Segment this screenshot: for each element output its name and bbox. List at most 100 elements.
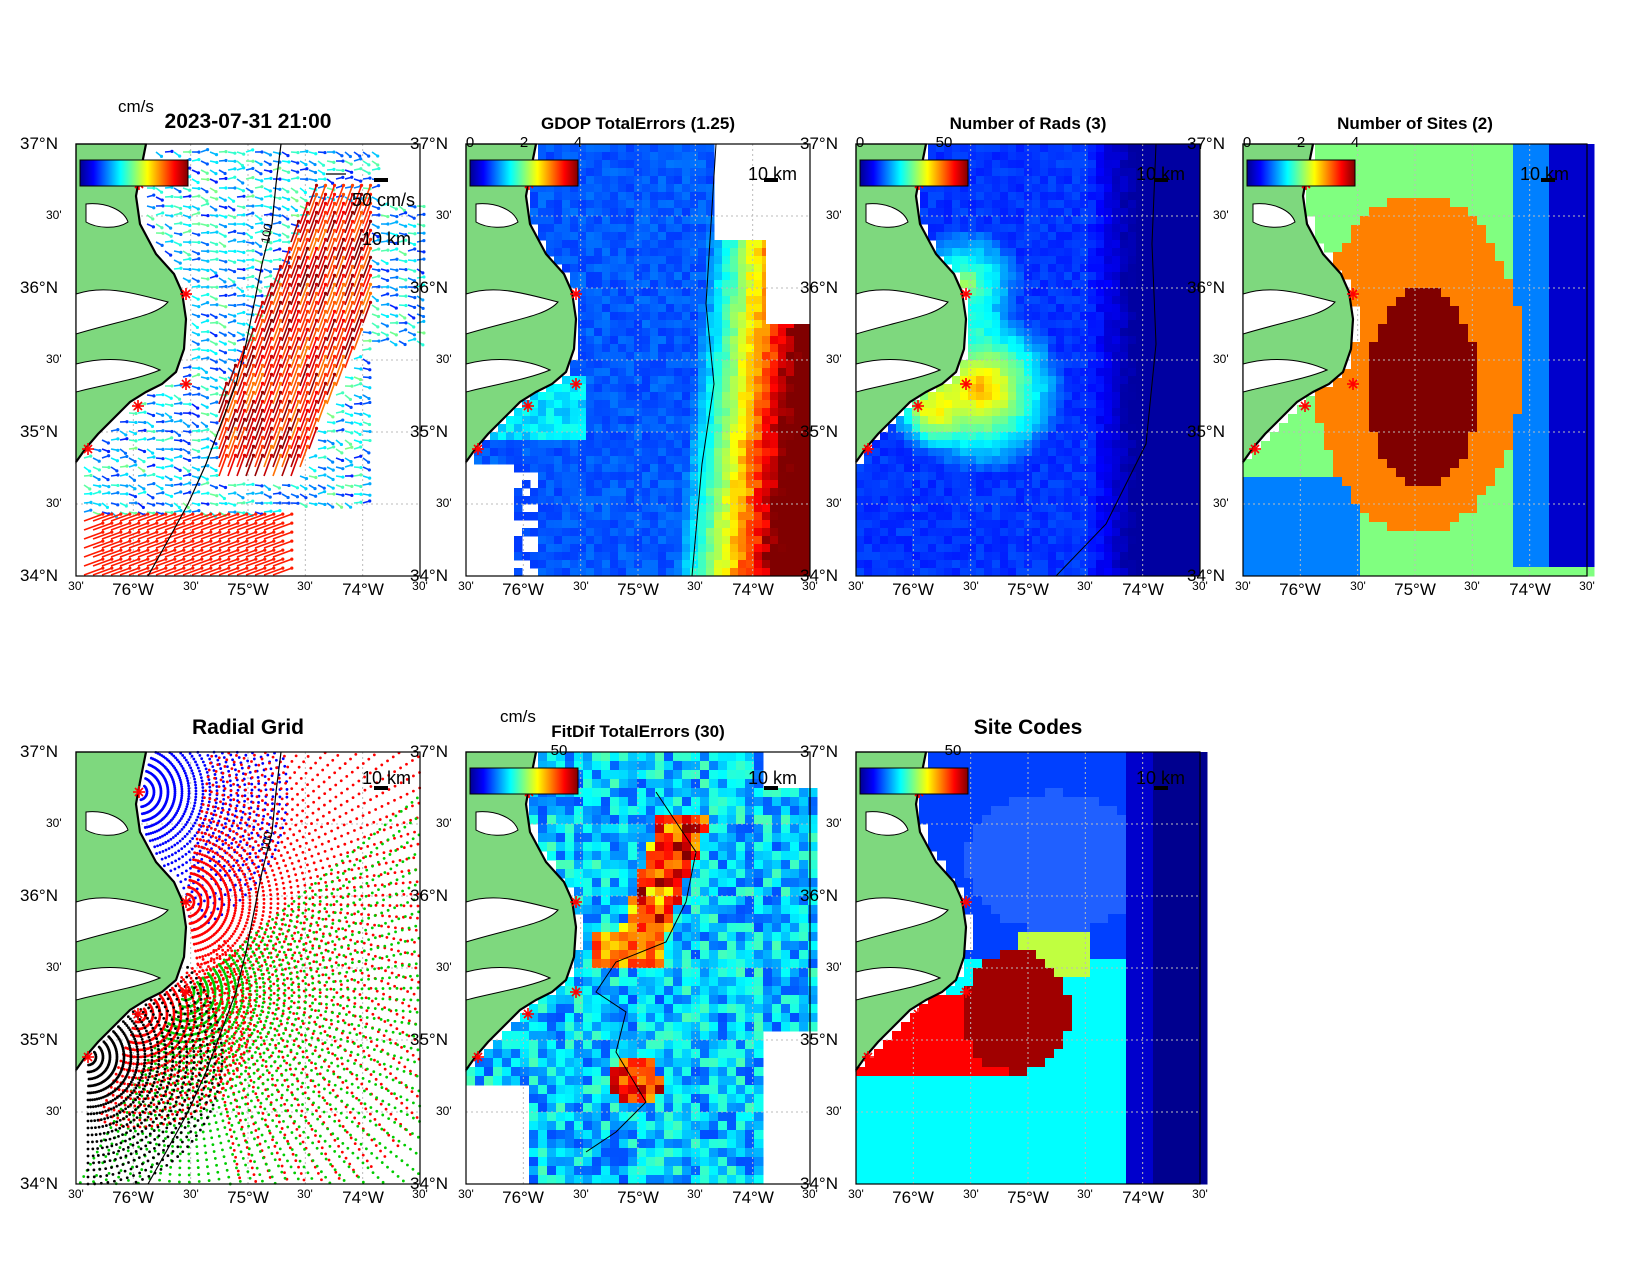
field-cell xyxy=(1192,272,1201,281)
field-cell xyxy=(642,320,651,329)
field-cell xyxy=(976,288,985,297)
field-cell xyxy=(714,408,723,417)
current-vector-head xyxy=(359,273,364,277)
current-vector xyxy=(308,185,318,207)
current-vector xyxy=(308,383,318,405)
current-vector xyxy=(200,549,221,558)
field-cell xyxy=(626,504,635,513)
field-cell xyxy=(1096,200,1105,209)
field-cell xyxy=(1192,152,1201,161)
field-cell xyxy=(626,480,635,489)
field-cell xyxy=(674,520,683,529)
current-vector xyxy=(92,522,113,531)
current-vector xyxy=(290,347,300,369)
current-vector xyxy=(317,302,327,324)
field-cell xyxy=(714,488,723,497)
field-cell xyxy=(1152,192,1161,201)
current-vector xyxy=(245,419,255,441)
field-cell xyxy=(730,432,739,441)
field-cell xyxy=(610,424,619,433)
current-vector-head xyxy=(242,222,246,226)
current-vector-head xyxy=(179,250,183,254)
field-cell xyxy=(602,376,611,385)
field-cell xyxy=(762,568,771,577)
field-cell xyxy=(698,512,707,521)
current-vector-head xyxy=(376,184,381,188)
current-vector-head xyxy=(295,199,299,203)
current-vector-head xyxy=(404,328,408,332)
field-cell xyxy=(562,504,571,513)
field-cell xyxy=(538,472,547,481)
current-vector-head xyxy=(232,208,236,212)
current-vector-head xyxy=(152,429,156,434)
field-cell xyxy=(1048,144,1057,153)
current-vector-head xyxy=(133,432,138,436)
current-vector-head xyxy=(200,548,204,552)
current-vector-head xyxy=(195,325,200,330)
current-vector-head xyxy=(368,219,373,223)
current-vector-head xyxy=(358,154,362,158)
current-vector-head xyxy=(269,417,274,421)
current-vector-head xyxy=(314,318,319,322)
field-cell xyxy=(952,264,961,273)
field-cell xyxy=(650,328,659,337)
current-vector-head xyxy=(278,508,282,513)
field-cell xyxy=(794,432,803,441)
current-vector-head xyxy=(339,442,344,447)
current-vector xyxy=(110,522,131,531)
field-cell xyxy=(642,416,651,425)
current-vector-head xyxy=(223,342,227,346)
current-vector xyxy=(308,329,318,351)
current-vector-head xyxy=(296,372,301,376)
current-vector-head xyxy=(214,190,218,194)
field-cell xyxy=(1144,192,1153,201)
field-cell xyxy=(738,264,747,273)
field-cell xyxy=(562,264,571,273)
field-cell xyxy=(786,512,795,521)
field-cell xyxy=(634,464,643,473)
field-cell xyxy=(562,400,571,409)
current-vector-head xyxy=(143,437,147,441)
field-cell xyxy=(634,312,643,321)
current-vector xyxy=(272,392,282,414)
field-cell xyxy=(650,320,659,329)
current-vector-head xyxy=(254,521,258,525)
field-cell xyxy=(1088,312,1097,321)
current-vector-head xyxy=(368,347,372,351)
field-cell xyxy=(984,216,993,225)
current-vector-head xyxy=(236,557,240,561)
field-cell xyxy=(1056,224,1065,233)
field-cell xyxy=(610,192,619,201)
field-cell xyxy=(562,416,571,425)
current-vector-head xyxy=(278,309,283,313)
current-vector-head xyxy=(182,548,186,552)
field-cell xyxy=(754,472,763,481)
field-cell xyxy=(602,352,611,361)
field-cell xyxy=(746,544,755,553)
current-vector-head xyxy=(197,429,201,433)
field-cell xyxy=(570,272,579,281)
sound-water xyxy=(465,289,559,335)
field-cell xyxy=(1088,232,1097,241)
field-cell xyxy=(714,304,723,313)
field-cell xyxy=(674,528,683,537)
field-cell xyxy=(1096,280,1105,289)
current-vector xyxy=(155,558,176,567)
field-cell xyxy=(1168,280,1177,289)
field-cell xyxy=(538,496,547,505)
current-vector xyxy=(281,266,291,288)
field-cell xyxy=(762,440,771,449)
site-marker xyxy=(472,443,484,455)
current-vector-head xyxy=(422,204,426,209)
current-vector-head xyxy=(197,268,201,272)
field-cell xyxy=(618,496,627,505)
current-vector-head xyxy=(314,300,319,304)
field-cell xyxy=(618,352,627,361)
current-vector-head xyxy=(422,257,426,261)
current-vector-head xyxy=(204,370,209,375)
current-vector-head xyxy=(242,239,246,243)
current-vector xyxy=(263,347,273,369)
field-cell xyxy=(634,392,643,401)
current-vector xyxy=(335,239,345,261)
current-vector-head xyxy=(296,381,301,385)
